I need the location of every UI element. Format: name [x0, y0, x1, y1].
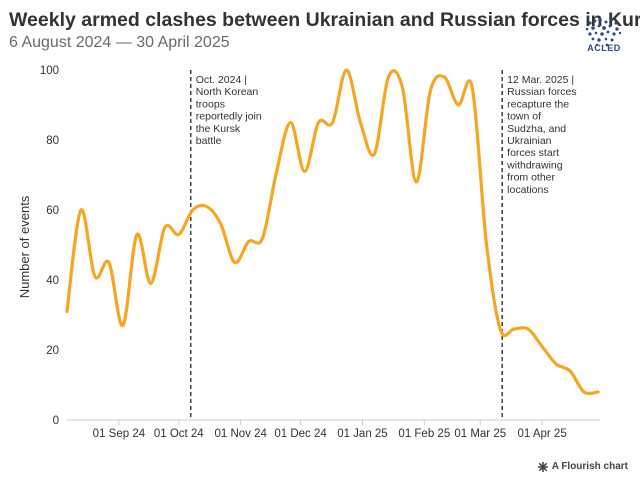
x-tick-label: 01 Sep 24 [93, 428, 146, 440]
chart-title: Weekly armed clashes between Ukrainian a… [9, 9, 640, 31]
annotation-line-text: Sudzha, and [507, 123, 566, 135]
x-tick-label: 01 Feb 25 [398, 428, 450, 440]
annotation-text: Oct. 2024 | North Korean troops reportedly … [196, 74, 262, 147]
data-point[interactable] [216, 219, 226, 229]
data-point[interactable] [425, 86, 435, 96]
data-point[interactable] [523, 324, 533, 334]
x-tick-label: 01 Mar 25 [454, 428, 506, 440]
y-axis-title: Number of events [17, 195, 32, 298]
annotation-line-text: battle [196, 135, 222, 147]
y-tick-label: 20 [46, 345, 59, 357]
annotation-line-text: the Kursk [196, 123, 241, 135]
data-point[interactable] [258, 233, 268, 243]
annotation-text: 12 Mar. 2025 | Russian forces recapture th… [506, 74, 576, 196]
data-point[interactable] [146, 279, 156, 289]
annotation-line-text: locations [507, 184, 548, 196]
chart-subtitle: 6 August 2024 — 30 April 2025 [9, 34, 230, 51]
data-point[interactable] [62, 307, 72, 317]
y-tick-label: 40 [46, 275, 59, 287]
annotation-line-text: Ukrainian [507, 135, 552, 147]
data-point[interactable] [300, 167, 310, 177]
y-tick-label: 60 [46, 205, 59, 217]
x-tick-label: 01 Nov 24 [214, 428, 267, 440]
annotation-line-text: troops [196, 98, 225, 110]
y-tick-label: 100 [40, 65, 59, 77]
data-point[interactable] [579, 387, 589, 397]
annotation-line-text: town of [507, 111, 541, 123]
data-point[interactable] [132, 230, 142, 240]
data-point[interactable] [397, 83, 407, 93]
data-point[interactable] [286, 118, 296, 128]
data-point[interactable] [160, 223, 170, 233]
y-tick-label: 80 [46, 135, 59, 147]
annotation-line-text: reportedly join [196, 111, 262, 123]
data-point[interactable] [481, 237, 491, 247]
data-point[interactable] [551, 359, 561, 369]
annotation-line-text: withdrawing [506, 159, 563, 171]
data-point[interactable] [341, 65, 351, 75]
acled-logo-icon[interactable] [580, 10, 626, 60]
data-point[interactable] [537, 342, 547, 352]
data-point[interactable] [495, 324, 505, 334]
data-point[interactable] [188, 205, 198, 215]
data-point[interactable] [369, 149, 379, 159]
data-point[interactable] [439, 72, 449, 82]
data-point[interactable] [272, 167, 282, 177]
flourish-credit-text: A Flourish chart [551, 461, 628, 472]
data-point[interactable] [565, 366, 575, 376]
series-line[interactable] [65, 68, 600, 396]
flourish-credit[interactable]: A Flourish chart [537, 461, 628, 472]
annotation-line-text: Russian forces [507, 86, 576, 98]
y-tick-label: 0 [53, 415, 59, 427]
data-point[interactable] [230, 258, 240, 268]
x-tick-label: 01 Jan 25 [337, 428, 388, 440]
data-point[interactable] [244, 237, 254, 247]
data-point[interactable] [174, 230, 184, 240]
data-point[interactable] [593, 387, 603, 397]
data-point[interactable] [411, 177, 421, 187]
data-point[interactable] [104, 258, 114, 268]
data-point[interactable] [118, 321, 128, 331]
data-point[interactable] [509, 324, 519, 334]
acled-logo-text: ACLED [587, 43, 621, 53]
x-tick-label: 01 Oct 24 [154, 428, 204, 440]
data-point[interactable] [314, 118, 324, 128]
data-point[interactable] [467, 83, 477, 93]
x-tick-label: 01 Apr 25 [517, 428, 566, 440]
data-point[interactable] [328, 118, 338, 128]
data-point[interactable] [383, 72, 393, 82]
flourish-star-icon [537, 461, 548, 472]
annotation-line-text: Oct. 2024 | [196, 74, 247, 86]
data-point[interactable] [355, 118, 365, 128]
annotation-line-text: North Korean [196, 86, 259, 98]
data-point[interactable] [453, 100, 463, 110]
annotation-line-text: recapture the [507, 98, 569, 110]
x-tick-label: 01 Dec 24 [274, 428, 327, 440]
data-point[interactable] [76, 205, 86, 215]
annotation-line-text: 12 Mar. 2025 | [507, 74, 574, 86]
data-point[interactable] [90, 272, 100, 282]
data-point[interactable] [202, 202, 212, 212]
annotation-line-text: forces start [507, 147, 559, 159]
annotation-line-text: from other [507, 172, 555, 184]
